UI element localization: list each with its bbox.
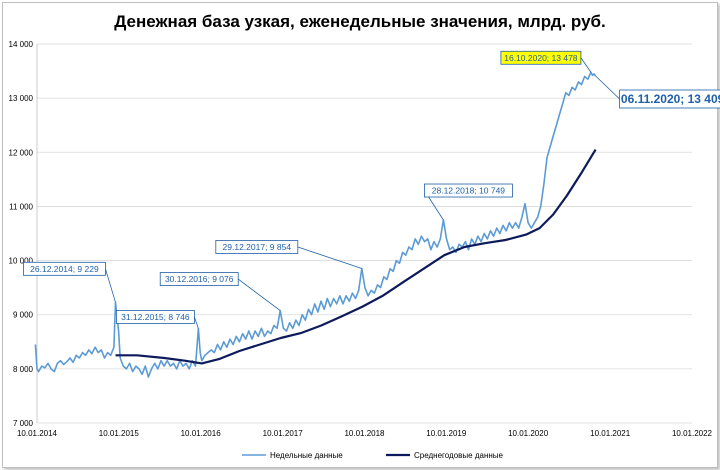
annotation-box: [159, 272, 239, 286]
annotation-label: 31.12.2015; 8 746: [121, 312, 190, 322]
annotation-leader: [580, 57, 592, 73]
annotation-leader: [297, 246, 362, 269]
y-tick-label: 14 000: [9, 40, 34, 49]
y-tick-label: 9 000: [13, 311, 34, 320]
annotation-label: 06.11.2020; 13 409: [621, 92, 720, 106]
x-tick-label: 10.01.2014: [17, 429, 58, 438]
series-line-2: [115, 149, 597, 365]
series-lines: [34, 71, 597, 378]
series-line-1: [34, 71, 597, 378]
y-tick-label: 11 000: [9, 202, 33, 211]
x-tick-label: 10.01.2015: [99, 429, 140, 438]
x-tick-label: 10.01.2021: [590, 429, 631, 438]
x-tick-label: 10.01.2022: [672, 429, 713, 438]
x-tick-label: 10.01.2016: [181, 429, 222, 438]
y-axis-ticks: 7 000 8 000 9 000 10 000 11 000 12 000 13 000 1…: [9, 40, 34, 428]
legend-label-2: Среднегодовые данные: [414, 451, 504, 460]
annotation-box: [424, 183, 513, 198]
x-axis-ticks: 10.01.2014 10.01.2015 10.01.2016 10.01.2017…: [17, 429, 713, 438]
y-tick-label: 8 000: [13, 365, 34, 374]
x-tick-label: 10.01.2020: [508, 429, 549, 438]
annotation-callout: 06.11.2020; 13 409: [595, 75, 720, 109]
y-tick-label: 13 000: [9, 94, 34, 103]
x-tick-label: 10.01.2017: [263, 429, 304, 438]
y-tick-label: 12 000: [9, 148, 34, 157]
annotation-box: [23, 261, 106, 276]
annotation-label: 16.10.2020; 13 478: [504, 53, 578, 63]
annotation-callout: 30.12.2016; 9 076: [159, 272, 281, 311]
x-tick-label: 10.01.2018: [344, 429, 385, 438]
annotation-label: 28.12.2018; 10 749: [432, 186, 506, 196]
annotations: 26.12.2014; 9 229 31.12.2015; 8 746 30.12.…: [23, 50, 720, 329]
annotation-label: 30.12.2016; 9 076: [165, 274, 234, 284]
annotation-label: 26.12.2014; 9 229: [30, 264, 99, 274]
annotation-box: [215, 240, 299, 254]
y-tick-label: 7 000: [13, 419, 34, 428]
annotation-callout: 16.10.2020; 13 478: [500, 50, 592, 73]
annotation-callout: 28.12.2018; 10 749: [424, 183, 513, 221]
legend: Недельные данные Среднегодовые данные: [242, 451, 504, 460]
annotation-leader: [595, 75, 620, 100]
annotation-label: 29.12.2017; 9 854: [223, 242, 292, 252]
annotation-callout: 29.12.2017; 9 854: [215, 240, 362, 269]
annotation-callout: 26.12.2014; 9 229: [23, 261, 116, 303]
legend-label-1: Недельные данные: [270, 451, 343, 460]
annotation-callout: 31.12.2015; 8 746: [115, 310, 199, 329]
annotation-box: [619, 89, 720, 109]
y-tick-label: 10 000: [9, 257, 34, 266]
annotation-leader: [194, 316, 199, 329]
annotation-leader: [237, 278, 281, 311]
annotation-leader: [105, 268, 116, 303]
annotation-box: [115, 310, 195, 324]
x-tick-label: 10.01.2019: [426, 429, 467, 438]
annotation-box: [500, 50, 582, 65]
chart-title: Денежная база узкая, еженедельные значен…: [114, 12, 606, 31]
